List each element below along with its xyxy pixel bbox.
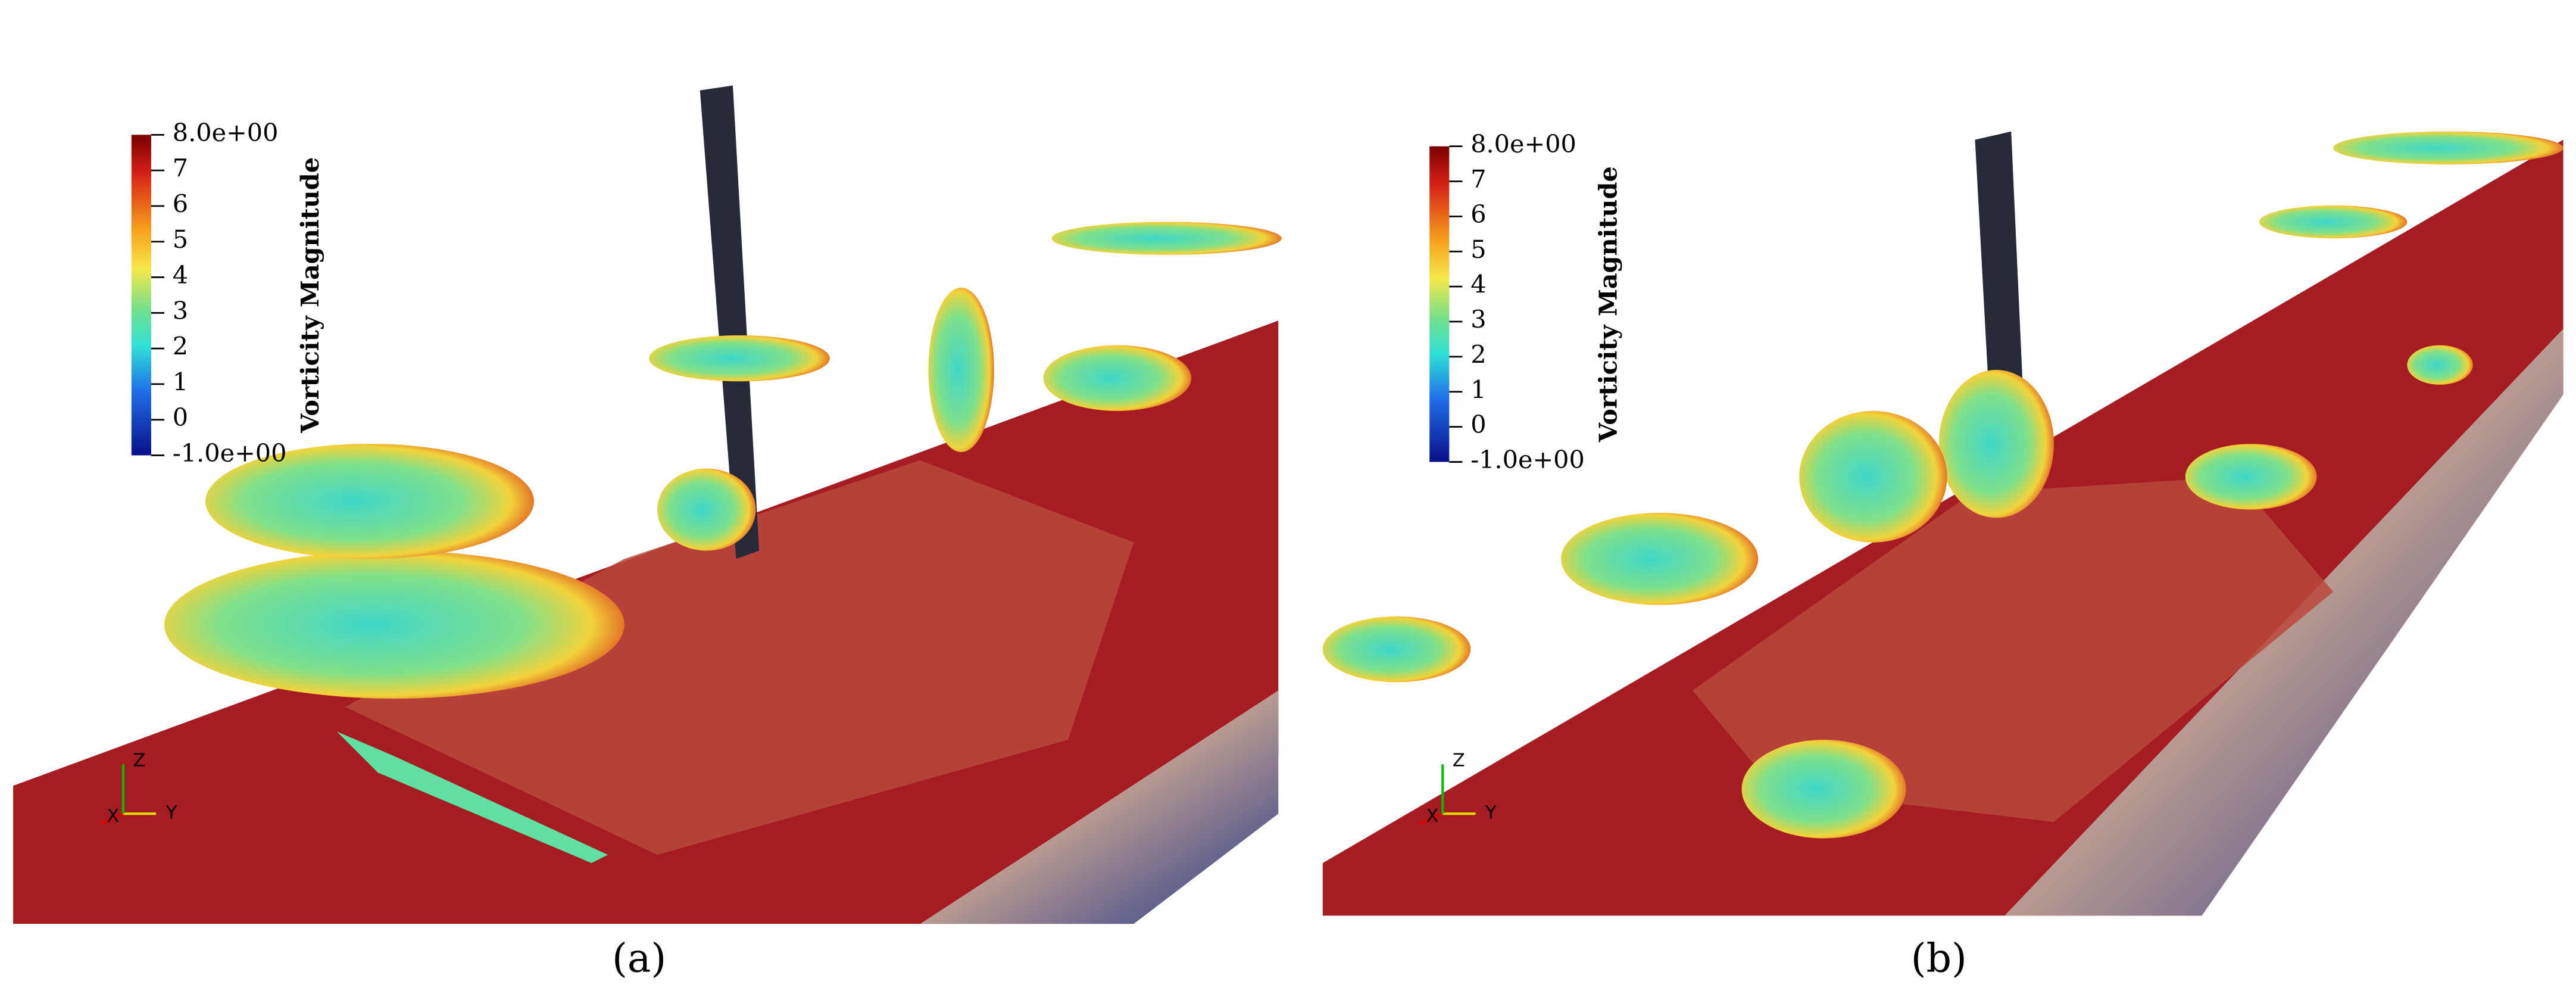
- axis-label: Y: [166, 803, 177, 824]
- colorbar-tick-label: 4: [173, 261, 188, 289]
- vortex: [205, 444, 534, 559]
- axis-label: Y: [1485, 803, 1497, 824]
- vortex: [2259, 205, 2408, 239]
- vortex: [2407, 345, 2473, 385]
- pillar: [700, 85, 760, 559]
- vortex: [1938, 370, 2054, 518]
- colorbar-tick-label: 2: [173, 332, 188, 361]
- vortex: [336, 731, 608, 863]
- colorbar-tick-label: 0: [173, 403, 188, 432]
- vortex: [2333, 131, 2563, 164]
- colorbar-tick-label: 8.0e+00: [173, 119, 279, 147]
- colorbar-tick-label: 6: [1470, 200, 1486, 229]
- axis-x: [99, 812, 124, 825]
- colorbar-title: Vorticity Magnitude: [295, 157, 324, 434]
- vortex: [649, 335, 830, 382]
- vortex: [1322, 616, 1471, 683]
- colorbar-tick-label: 5: [173, 225, 188, 254]
- vortex: [928, 288, 994, 452]
- wake: [1692, 476, 2334, 822]
- colorbar-tick-label: 4: [1470, 270, 1486, 299]
- colorbar-tick-label: 3: [173, 297, 188, 325]
- vortex: [2185, 444, 2317, 510]
- colorbar-title: Vorticity Magnitude: [1593, 166, 1622, 443]
- colorbar-tick-label: 8.0e+00: [1470, 130, 1576, 158]
- colorbar-tick-label: 7: [173, 154, 188, 183]
- colorbar-tick-label: 1: [173, 367, 188, 396]
- colorbar: [1429, 146, 1450, 462]
- colorbar-tick-label: -1.0e+00: [173, 439, 287, 468]
- colorbar-tick-label: 5: [1470, 235, 1486, 264]
- colorbar-tick-label: 3: [1470, 306, 1486, 334]
- axis-label: X: [107, 806, 119, 827]
- vortex: [1741, 740, 1906, 839]
- vortex: [1799, 411, 1947, 543]
- vortex: [657, 468, 756, 551]
- annotations: 8.0e+00 7 6 5 4 3 2 1 0 -1.0e+00 Vorticity Magnitu…: [99, 119, 1967, 982]
- panel-label: (a): [612, 936, 666, 982]
- vortex: [1561, 513, 1759, 605]
- colorbar-tick-label: 1: [1470, 375, 1486, 404]
- colorbar-tick-label: 7: [1470, 165, 1486, 194]
- colorbar-tick-label: 0: [1470, 410, 1486, 439]
- axis-label: Z: [133, 750, 146, 771]
- colorbar: [131, 135, 151, 456]
- colorbar-tick-label: 2: [1470, 340, 1486, 369]
- panel-label: (b): [1911, 936, 1967, 982]
- colorbar-tick-label: 6: [173, 189, 188, 218]
- vortex: [1051, 222, 1282, 255]
- vortex: [1043, 345, 1191, 411]
- wake: [345, 460, 1134, 855]
- scene: [13, 85, 2563, 924]
- colorbar-tick-label: -1.0e+00: [1470, 446, 1585, 474]
- vortex: [164, 550, 625, 699]
- axis-label: X: [1426, 806, 1439, 827]
- axis-label: Z: [1453, 750, 1465, 771]
- axis-x: [1419, 812, 1444, 825]
